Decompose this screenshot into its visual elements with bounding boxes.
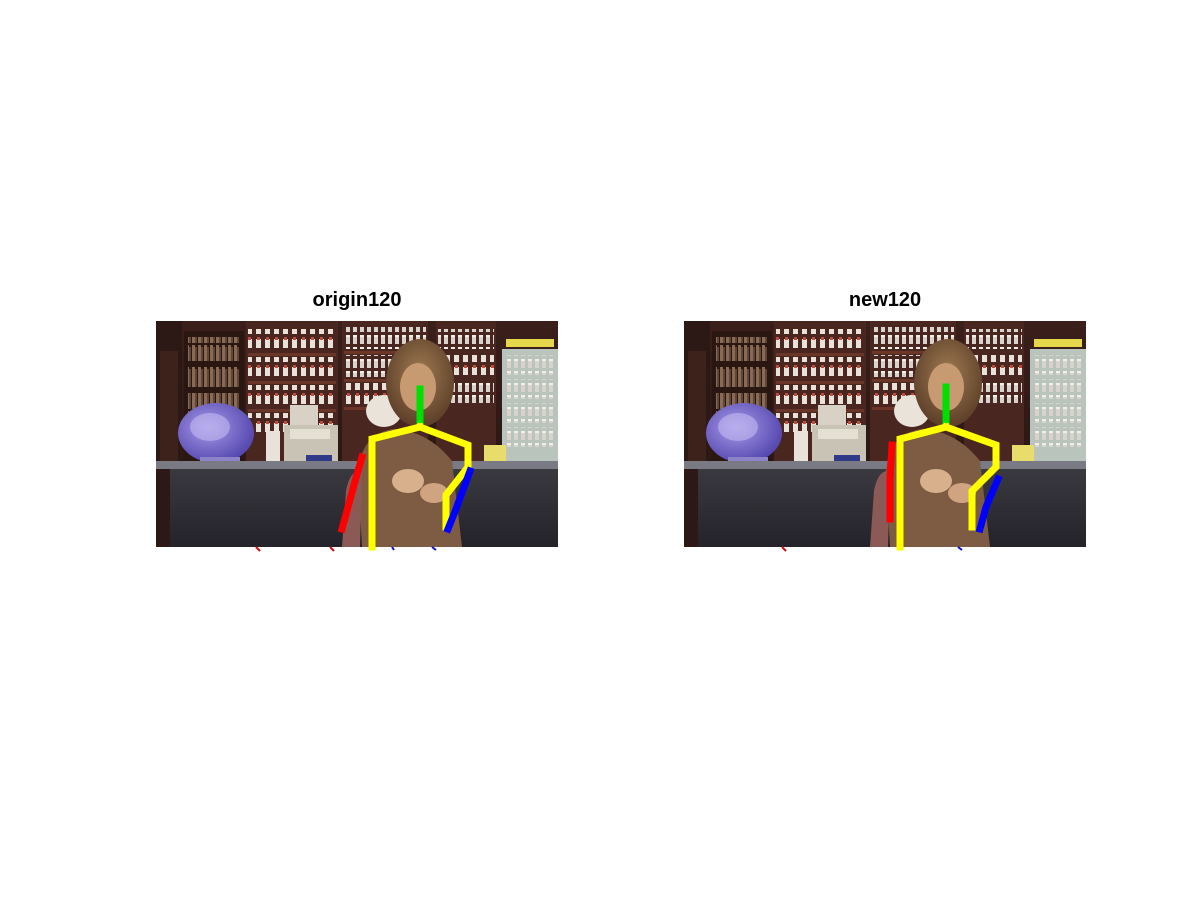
- scene-photo: [684, 321, 1086, 547]
- skeleton-left-arm: [941, 422, 1000, 531]
- scene-photo: [156, 321, 558, 547]
- panel-title: origin120: [312, 289, 402, 311]
- skeleton-right-arm: [337, 452, 367, 534]
- panel-title: new120: [848, 289, 922, 311]
- skeleton-torso-left: [368, 422, 425, 551]
- pose-skeleton: [886, 383, 1003, 551]
- panel-origin: origin120: [156, 285, 558, 552]
- skeleton-right-arm: [886, 441, 896, 523]
- skeleton-torso-left: [896, 422, 951, 551]
- skeleton-left-forearm: [443, 466, 475, 534]
- panel-new: new120: [684, 285, 1086, 552]
- pose-image: [684, 321, 1086, 552]
- below-frame-marks: [781, 546, 963, 552]
- pose-skeleton: [337, 385, 475, 551]
- below-frame-marks: [255, 546, 437, 552]
- pose-image: [156, 321, 558, 552]
- skeleton-left-forearm: [975, 474, 1003, 534]
